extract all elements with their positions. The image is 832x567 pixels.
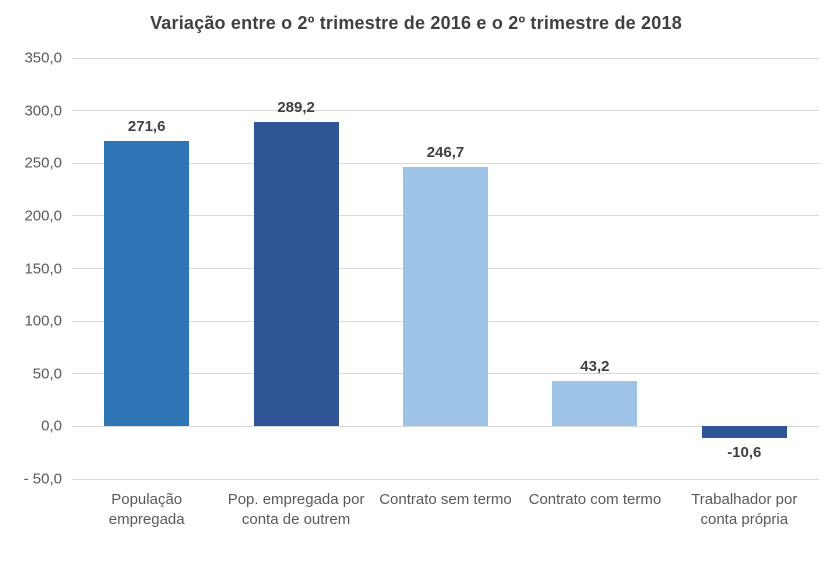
y-axis-tick-label: 200,0 (24, 207, 62, 225)
x-axis-category-label: Pop. empregada por conta de outrem (221, 490, 370, 530)
bar-value-label: 43,2 (580, 357, 610, 375)
bar (552, 380, 638, 427)
x-axis-category-label-text: Contrato com termo (528, 491, 662, 508)
gridline (72, 478, 819, 480)
gridline (72, 162, 819, 164)
y-axis-tick-label: 100,0 (24, 312, 62, 330)
bar-value-label: 271,6 (127, 117, 166, 135)
y-axis-tick-label: - 50,0 (23, 470, 62, 488)
x-axis-category-label-text: Trabalhador por conta própria (691, 491, 798, 528)
y-axis-tick-label: 250,0 (24, 154, 62, 172)
x-axis-category-label: Contrato sem termo (371, 490, 520, 510)
gridline (72, 425, 819, 427)
gridline (72, 57, 819, 59)
x-axis-category-label-text: Contrato sem termo (379, 491, 512, 508)
gridline (72, 110, 819, 112)
x-axis-category-label: População empregada (72, 490, 221, 530)
bar (701, 426, 787, 438)
y-axis-tick-label: 300,0 (24, 102, 62, 120)
y-axis-tick-label: 350,0 (24, 49, 62, 67)
x-axis: População empregada Pop. empregada por co… (72, 490, 819, 560)
y-axis: 350,0 300,0 250,0 200,0 150,0 100,0 50,0 0,0 - 5… (0, 50, 62, 488)
y-axis-tick-label: 0,0 (41, 417, 62, 435)
bar-value-label: -10,6 (727, 443, 762, 461)
x-axis-category-label: Contrato com termo (520, 490, 669, 510)
y-axis-tick-label: 50,0 (32, 365, 62, 383)
plot-area: 271,6 289,2 246,7 43,2 -10,6 (72, 57, 819, 480)
bar-value-label: 289,2 (277, 98, 315, 116)
x-axis-category-label: Trabalhador por conta própria (670, 490, 819, 530)
bar (253, 121, 339, 427)
y-axis-tick-label: 150,0 (24, 260, 62, 277)
x-axis-category-label-text: Pop. empregada por conta de outrem (227, 491, 365, 528)
bar-value-label: 246,7 (426, 143, 465, 161)
x-axis-category-label-text: População empregada (108, 491, 185, 528)
chart-title: Variação entre o 2º trimestre de 2016 e … (150, 13, 682, 33)
bar (403, 166, 488, 427)
bar (104, 140, 190, 427)
